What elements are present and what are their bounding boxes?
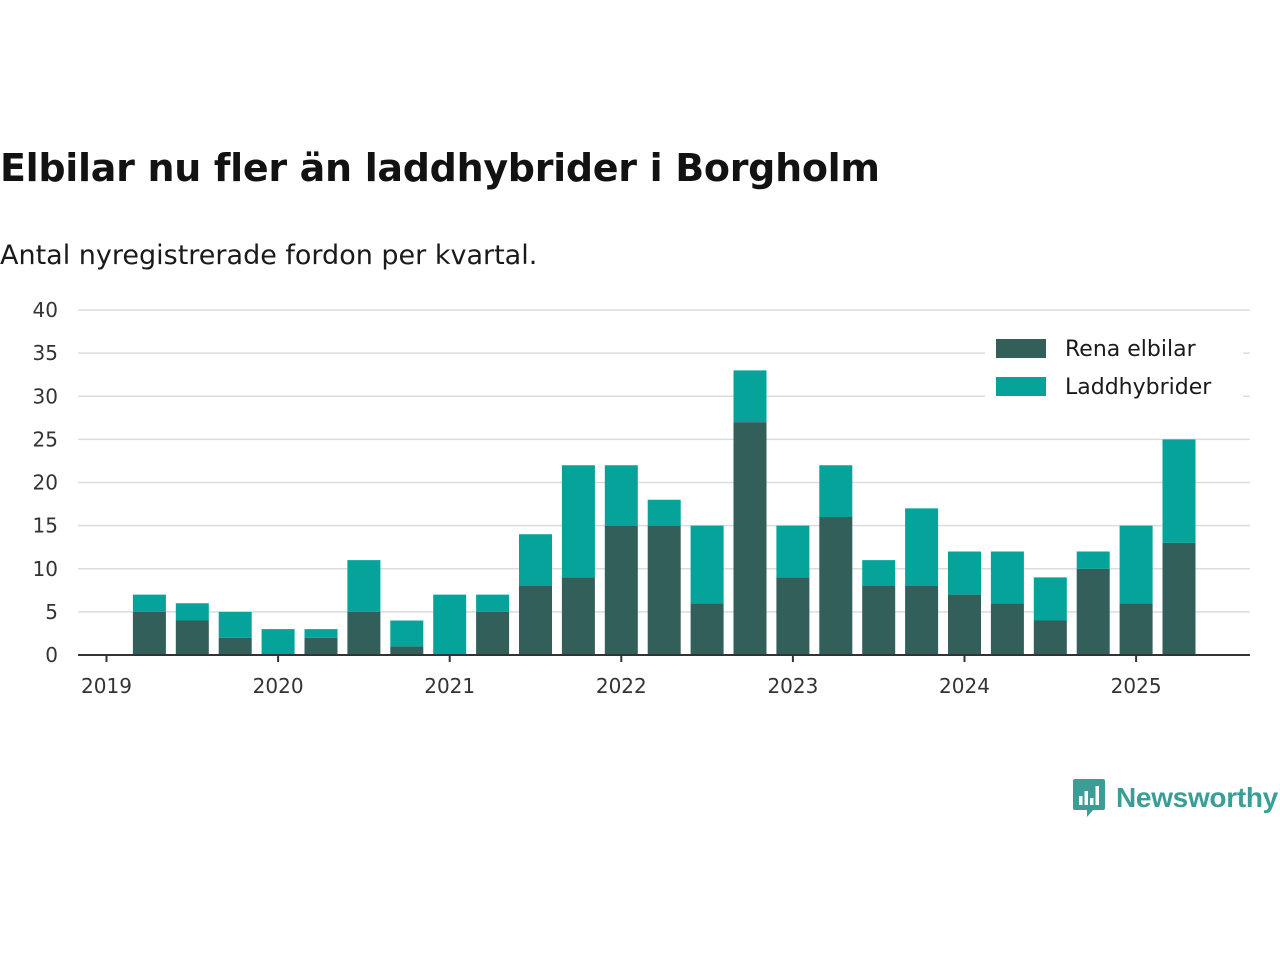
newsworthy-brand-name: Newsworthy	[1116, 782, 1278, 813]
chart-subtitle: Antal nyregistrerade fordon per kvartal.	[0, 240, 538, 271]
bar-rena-elbilar	[990, 603, 1024, 655]
bar-rena-elbilar	[347, 611, 381, 655]
bar-rena-elbilar	[1033, 620, 1067, 655]
chart-title: Elbilar nu fler än laddhybrider i Borgho…	[0, 146, 880, 190]
bar-rena-elbilar	[390, 646, 424, 655]
x-tick-label: 2023	[767, 674, 818, 698]
y-tick-label: 10	[33, 557, 58, 581]
newsworthy-brand: Newsworthy	[1072, 776, 1278, 820]
y-tick-label: 0	[45, 643, 58, 667]
bar-rena-elbilar	[647, 525, 681, 655]
bar-rena-elbilar	[948, 594, 981, 655]
bar-laddhybrider	[905, 508, 939, 586]
bar-laddhybrider	[132, 594, 166, 612]
x-tick-label: 2024	[939, 674, 990, 698]
bar-laddhybrider	[476, 594, 510, 612]
y-tick-label: 30	[33, 384, 58, 408]
bar-rena-elbilar	[604, 525, 638, 655]
bar-laddhybrider	[1076, 551, 1110, 569]
x-tick-label: 2021	[424, 674, 475, 698]
bar-laddhybrider	[690, 525, 724, 604]
bar-rena-elbilar	[733, 422, 767, 655]
x-axis: 2019 2020 2021 2022 2023 2024 2025	[78, 654, 1250, 698]
bar-laddhybrider	[1162, 439, 1196, 543]
bar-rena-elbilar	[690, 603, 724, 655]
bar-rena-elbilar	[1076, 568, 1110, 655]
bar-laddhybrider	[647, 499, 681, 526]
legend-swatch-rena-elbilar	[996, 339, 1046, 358]
bar-rena-elbilar	[1162, 542, 1196, 655]
bar-rena-elbilar	[561, 577, 595, 655]
bar-laddhybrider	[261, 629, 295, 655]
bar-rena-elbilar	[1119, 603, 1153, 655]
legend: Rena elbilar Laddhybrider	[985, 328, 1243, 404]
bar-rena-elbilar	[304, 637, 338, 655]
y-tick-label: 35	[33, 341, 58, 365]
bar-rena-elbilar	[175, 620, 209, 655]
bar-laddhybrider	[561, 465, 595, 578]
y-tick-label: 5	[45, 600, 58, 624]
bar-rena-elbilar	[476, 611, 510, 655]
x-tick-label: 2022	[596, 674, 647, 698]
bar-rena-elbilar	[862, 586, 896, 655]
bar-rena-elbilar	[776, 577, 810, 655]
bar-rena-elbilar	[218, 637, 252, 655]
bar-laddhybrider	[733, 370, 767, 423]
legend-label-rena-elbilar: Rena elbilar	[1065, 337, 1197, 362]
bar-laddhybrider	[819, 465, 853, 517]
bar-laddhybrider	[776, 525, 810, 578]
bars	[132, 370, 1196, 655]
gridlines: 0 5 10 15 20 25 30 35 40	[33, 298, 1250, 667]
legend-swatch-laddhybrider	[996, 377, 1046, 396]
y-tick-label: 15	[33, 514, 58, 538]
x-tick-label: 2019	[81, 674, 132, 698]
legend-label-laddhybrider: Laddhybrider	[1065, 375, 1212, 400]
bar-laddhybrider	[604, 465, 638, 526]
bar-laddhybrider	[519, 534, 552, 586]
y-tick-label: 25	[33, 427, 58, 451]
y-tick-label: 40	[33, 298, 58, 322]
bar-laddhybrider	[433, 594, 467, 655]
bar-laddhybrider	[1033, 577, 1067, 621]
bar-laddhybrider	[347, 560, 381, 612]
bar-laddhybrider	[990, 551, 1024, 604]
bar-laddhybrider	[218, 611, 252, 638]
bar-laddhybrider	[390, 620, 424, 647]
newsworthy-logo-icon	[1073, 779, 1105, 817]
bar-laddhybrider	[175, 603, 209, 621]
bar-laddhybrider	[862, 560, 896, 586]
bar-rena-elbilar	[905, 586, 939, 655]
bar-laddhybrider	[1119, 525, 1153, 604]
bar-laddhybrider	[304, 629, 338, 638]
bar-rena-elbilar	[132, 611, 166, 655]
bar-laddhybrider	[948, 551, 981, 595]
x-tick-label: 2025	[1111, 674, 1162, 698]
y-tick-label: 20	[33, 471, 58, 495]
bar-rena-elbilar	[819, 517, 853, 655]
x-tick-label: 2020	[253, 674, 304, 698]
bar-rena-elbilar	[519, 586, 552, 655]
